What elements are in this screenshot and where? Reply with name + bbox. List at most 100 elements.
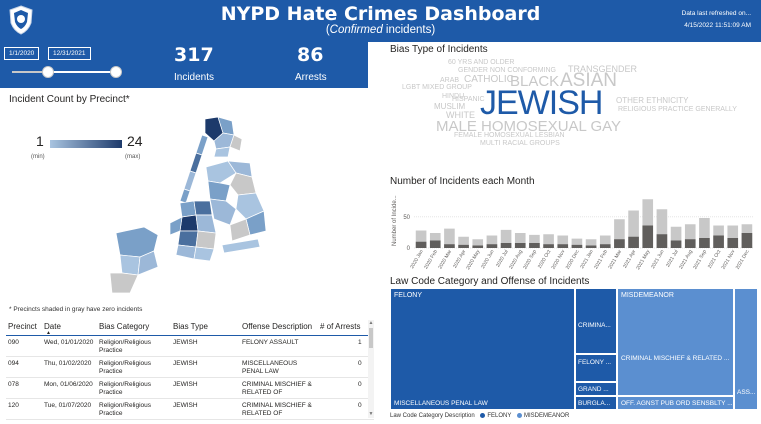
bar-arrests-14[interactable] — [614, 239, 625, 248]
scroll-thumb[interactable] — [369, 328, 373, 348]
bar-arrests-0[interactable] — [415, 241, 427, 248]
slider-end-handle[interactable] — [110, 66, 122, 78]
word-black[interactable]: BLACK — [510, 73, 560, 90]
bar-total-15[interactable] — [628, 210, 639, 249]
staten-island-precincts[interactable] — [110, 226, 159, 294]
bar-arrests-7[interactable] — [514, 243, 526, 248]
scroll-down-icon[interactable]: ▼ — [368, 411, 374, 417]
brooklyn-precincts[interactable] — [169, 200, 217, 262]
bar-total-6[interactable] — [500, 229, 512, 248]
treemap-misdemeanor-assault[interactable]: ASS... — [734, 288, 758, 410]
table-row[interactable]: 094 Thu, 01/02/2020 Religion/Religious Pra… — [6, 357, 374, 378]
col-date[interactable]: Date — [44, 322, 61, 331]
treemap-misdemeanor-mischief[interactable]: MISDEMEANOR CRIMINAL MISCHIEF & RELATED … — [617, 288, 734, 396]
bar-total-22[interactable] — [727, 225, 739, 249]
bar-arrests-20[interactable] — [699, 238, 710, 248]
word-male-homosexual-gay[interactable]: MALE HOMOSEXUAL GAY — [436, 118, 622, 135]
bar-total-20[interactable] — [699, 218, 710, 248]
bar-arrests-22[interactable] — [727, 238, 739, 248]
bar-total-5[interactable] — [486, 235, 498, 249]
bar-total-8[interactable] — [529, 234, 540, 248]
bar-arrests-21[interactable] — [713, 235, 724, 249]
bar-total-7[interactable] — [514, 233, 526, 248]
word-other-ethnicity[interactable]: OTHER ETHNICITY — [616, 96, 689, 105]
word-60-yrs[interactable]: 60 YRS AND OLDER — [448, 59, 515, 66]
legend-felony[interactable]: FELONY — [487, 413, 512, 420]
bar-arrests-5[interactable] — [486, 244, 498, 248]
bar-total-13[interactable] — [599, 235, 611, 249]
table-row[interactable]: 120 Tue, 01/07/2020 Religion/Religious Pra… — [6, 399, 374, 420]
bar-total-16[interactable] — [642, 199, 654, 248]
col-arrests[interactable]: # of Arrests — [320, 322, 361, 331]
scroll-up-icon[interactable]: ▲ — [368, 320, 374, 326]
col-bias-category[interactable]: Bias Category — [99, 322, 150, 331]
bar-total-18[interactable] — [670, 226, 682, 248]
bar-arrests-1[interactable] — [429, 240, 441, 249]
bar-arrests-13[interactable] — [599, 244, 611, 248]
treemap-felony-criminal[interactable]: CRIMINA... — [575, 288, 617, 354]
treemap-felony-assault[interactable]: FELONY ... — [575, 354, 617, 382]
start-date-input[interactable]: 1/1/2020 — [4, 47, 40, 60]
bar-total-0[interactable] — [415, 230, 427, 249]
bar-arrests-23[interactable] — [741, 233, 753, 248]
legend-misdemeanor[interactable]: MISDEMEANOR — [523, 413, 570, 420]
bar-total-14[interactable] — [614, 219, 625, 248]
queens-precincts[interactable] — [205, 160, 267, 254]
bar-total-4[interactable] — [472, 239, 484, 248]
bar-total-9[interactable] — [543, 234, 554, 248]
word-arab[interactable]: ARAB — [440, 77, 460, 84]
word-white[interactable]: WHITE — [446, 110, 475, 120]
bar-total-17[interactable] — [656, 209, 668, 248]
manhattan-precincts[interactable] — [179, 134, 209, 204]
col-offense[interactable]: Offense Description — [242, 322, 313, 331]
sort-ascending-icon[interactable]: ▲ — [46, 330, 51, 336]
bar-arrests-18[interactable] — [670, 240, 682, 249]
bias-word-cloud[interactable]: 60 YRS AND OLDER TRANSGENDER GENDER NON … — [390, 56, 760, 156]
word-jewish[interactable]: JEWISH — [480, 84, 603, 122]
bar-arrests-12[interactable] — [585, 245, 597, 249]
col-precinct[interactable]: Precinct — [8, 322, 37, 331]
bar-total-3[interactable] — [458, 236, 469, 248]
word-lgbt-mixed[interactable]: LGBT MIXED GROUP — [402, 84, 472, 91]
bar-arrests-15[interactable] — [628, 236, 639, 248]
table-row[interactable]: 090 Wed, 01/01/2020 Religion/Religious Pra… — [6, 336, 374, 357]
bar-arrests-17[interactable] — [656, 234, 668, 248]
word-hispanic[interactable]: HISPANIC — [452, 96, 485, 103]
word-hindu[interactable]: HINDU — [442, 93, 465, 100]
bar-arrests-2[interactable] — [444, 244, 455, 248]
date-range-slider[interactable] — [12, 71, 120, 73]
bar-arrests-4[interactable] — [472, 245, 484, 249]
treemap-felony-grand[interactable]: GRAND ... — [575, 382, 617, 396]
table-row[interactable]: 078 Mon, 01/06/2020 Religion/Religious Pra… — [6, 378, 374, 399]
table-scrollbar[interactable]: ▲ ▼ — [368, 320, 374, 418]
bar-arrests-9[interactable] — [543, 244, 554, 248]
word-religious-practice[interactable]: RELIGIOUS PRACTICE GENERALLY — [618, 106, 737, 113]
end-date-input[interactable]: 12/31/2021 — [48, 47, 91, 60]
bar-arrests-19[interactable] — [684, 239, 696, 248]
bar-total-2[interactable] — [444, 228, 455, 248]
word-muslim[interactable]: MUSLIM — [434, 102, 466, 111]
bronx-precincts[interactable] — [204, 116, 243, 158]
word-asian[interactable]: ASIAN — [560, 70, 618, 91]
col-bias-type[interactable]: Bias Type — [173, 322, 208, 331]
bar-total-19[interactable] — [684, 224, 696, 248]
word-gender-non-conforming[interactable]: GENDER NON CONFORMING — [458, 67, 556, 74]
bar-arrests-16[interactable] — [642, 225, 654, 249]
bar-arrests-6[interactable] — [500, 243, 512, 248]
bar-arrests-10[interactable] — [557, 244, 569, 248]
treemap-felony-misc-penal[interactable]: FELONY MISCELLANEOUS PENAL LAW — [390, 288, 575, 410]
bar-total-12[interactable] — [585, 239, 597, 248]
bar-total-10[interactable] — [557, 235, 569, 249]
bar-total-11[interactable] — [571, 238, 583, 248]
word-transgender[interactable]: TRANSGENDER — [568, 64, 638, 74]
bar-arrests-3[interactable] — [458, 244, 469, 248]
word-female-homosexual[interactable]: FEMALE HOMOSEXUAL LESBIAN — [454, 132, 565, 139]
bar-arrests-11[interactable] — [571, 244, 583, 248]
slider-start-handle[interactable] — [42, 66, 54, 78]
bar-arrests-8[interactable] — [529, 243, 540, 248]
precinct-map[interactable] — [110, 115, 270, 300]
word-catholic[interactable]: CATHOLIC — [464, 74, 514, 85]
treemap-misdemeanor-public-order[interactable]: OFF. AGNST PUB ORD SENSBLTY ... — [617, 396, 734, 410]
word-multi-racial[interactable]: MULTI RACIAL GROUPS — [480, 140, 560, 147]
